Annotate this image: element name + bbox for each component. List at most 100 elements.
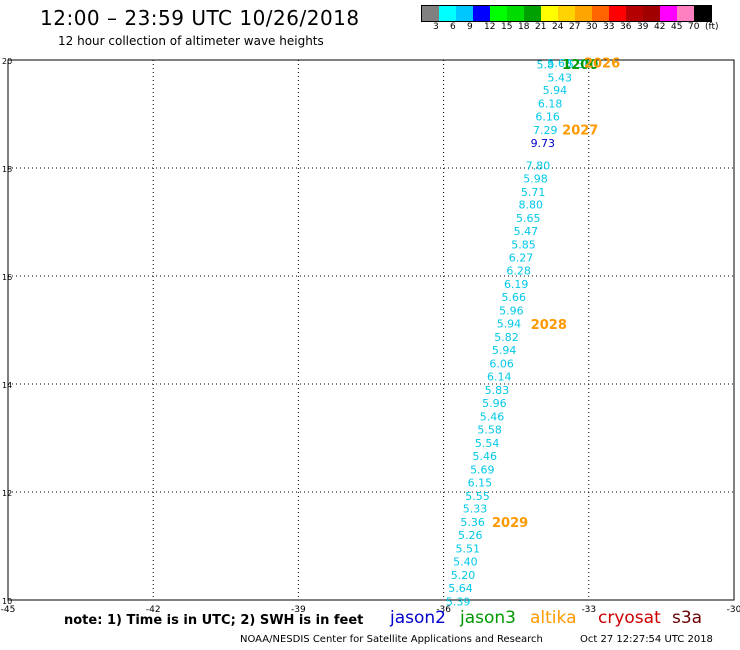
wave-height-point: 5.26	[458, 529, 483, 542]
y-tick-label: 14	[2, 381, 12, 390]
x-tick-label: -39	[291, 605, 306, 615]
color-scale-label: 12	[484, 22, 496, 32]
y-tick-label: 12	[2, 489, 12, 498]
wave-height-point: 5.58	[477, 423, 502, 436]
y-tick-label: 18	[2, 165, 12, 174]
wave-height-point: 5.60	[548, 57, 573, 70]
color-scale-label: 6	[450, 22, 456, 32]
color-scale-label: 15	[501, 22, 513, 32]
color-scale-swatch	[507, 6, 524, 21]
wave-height-point: 5.36	[460, 516, 485, 529]
wave-height-point: 5.64	[448, 582, 473, 595]
color-scale-swatch	[524, 6, 541, 21]
wave-height-point: 6.19	[504, 278, 529, 291]
color-scale-swatch	[626, 6, 643, 21]
wave-height-point: 5.69	[470, 463, 495, 476]
wave-height-point: 5.39	[446, 596, 471, 609]
chart-marks: 5.85.605.305.435.946.186.167.299.737.805…	[446, 57, 620, 609]
color-scale-swatch	[609, 6, 626, 21]
color-scale-label: 27	[569, 22, 581, 32]
wave-height-point: 5.83	[485, 384, 510, 397]
x-tick-label: -45	[1, 605, 16, 615]
color-scale-label: 21	[535, 22, 547, 32]
color-scale-swatch	[592, 6, 609, 21]
wave-height-point: 5.30	[567, 58, 592, 71]
y-tick-label: 16	[2, 273, 12, 282]
wave-height-point: 5.66	[502, 291, 527, 304]
wave-height-point: 5.55	[465, 490, 490, 503]
pass-time-label: 1200	[562, 58, 598, 73]
wave-height-point: 5.94	[492, 344, 517, 357]
color-scale-label: 45	[671, 22, 683, 32]
credit-text: NOAA/NESDIS Center for Satellite Applica…	[240, 634, 543, 645]
x-tick-label: -36	[436, 605, 451, 615]
wave-height-point: 5.65	[516, 212, 541, 225]
legend-cryosat: cryosat	[598, 608, 661, 628]
wave-height-point: 5.46	[472, 450, 497, 463]
color-scale-swatch	[439, 6, 456, 21]
color-scale-swatch	[660, 6, 677, 21]
wave-height-point: 6.16	[535, 111, 560, 124]
chart-grid	[8, 60, 734, 600]
wave-height-point: 5.98	[523, 172, 548, 185]
wave-height-point: 9.73	[531, 137, 556, 150]
wave-height-point: 6.14	[487, 370, 512, 383]
wave-height-point: 6.15	[468, 476, 493, 489]
wave-height-point: 5.94	[497, 318, 522, 331]
wave-height-point: 7.80	[526, 159, 551, 172]
color-scale-swatch	[677, 6, 694, 21]
pass-time-label: 2027	[562, 124, 598, 139]
legend-jason2: jason2	[390, 608, 446, 628]
wave-height-point: 5.43	[548, 71, 573, 84]
wave-height-point: 5.40	[453, 556, 478, 569]
x-tick-label: -33	[581, 605, 596, 615]
y-tick-label: 20	[2, 57, 12, 66]
x-tick-label: -42	[146, 605, 161, 615]
color-scale-swatch	[575, 6, 592, 21]
color-scale-swatch	[558, 6, 575, 21]
color-scale-swatch	[541, 6, 558, 21]
wave-height-point: 6.18	[538, 98, 563, 111]
page-title: 12:00 – 23:59 UTC 10/26/2018	[40, 6, 360, 30]
color-scale-label: 36	[620, 22, 632, 32]
wave-height-point: 5.94	[543, 84, 568, 97]
color-scale-swatch	[643, 6, 660, 21]
generation-timestamp: Oct 27 12:27:54 UTC 2018	[580, 634, 713, 645]
wave-height-point: 5.54	[475, 437, 500, 450]
wave-height-point: 5.82	[494, 331, 519, 344]
wave-height-point: 5.96	[482, 397, 507, 410]
y-tick-label: 10	[2, 597, 12, 606]
legend-s3a: s3a	[672, 608, 703, 628]
plot-frame	[7, 59, 735, 601]
color-scale-label: 42	[654, 22, 666, 32]
legend-altika: altika	[530, 608, 577, 628]
color-scale-label: 9	[467, 22, 473, 32]
wave-height-point: 6.28	[506, 265, 531, 278]
color-scale-label: 3	[433, 22, 439, 32]
color-scale-swatch	[473, 6, 490, 21]
color-scale-swatch	[490, 6, 507, 21]
wave-height-point: 7.29	[533, 124, 558, 137]
legend-jason3: jason3	[460, 608, 516, 628]
color-scale-bar	[421, 5, 712, 22]
footer-note: note: 1) Time is in UTC; 2) SWH is in fe…	[64, 613, 364, 628]
page-subtitle: 12 hour collection of altimeter wave hei…	[58, 34, 324, 48]
wave-height-point: 6.27	[509, 252, 534, 265]
pass-time-label: 2029	[492, 516, 528, 531]
color-scale-label: 30	[586, 22, 598, 32]
wave-height-point: 5.20	[451, 569, 476, 582]
color-scale-swatch	[422, 6, 439, 21]
color-scale-labels: 3 6 9 12 15 18 21 24 27 30 33 36 39 42 45 70 (ft)	[421, 22, 740, 34]
chart-axes: -45 -42 -39 -36 -33 -30 10 12 14 16 18 20	[1, 57, 740, 615]
wave-height-point: 5.85	[511, 239, 536, 252]
wave-height-point: 8.80	[518, 199, 543, 212]
color-scale-swatch	[456, 6, 473, 21]
color-scale-swatch	[694, 6, 711, 21]
wave-height-point: 5.71	[521, 186, 546, 199]
pass-time-label: 2026	[584, 57, 620, 72]
color-scale-label: (ft)	[705, 22, 719, 32]
wave-height-point: 5.47	[514, 225, 539, 238]
wave-height-point: 5.33	[463, 503, 488, 516]
color-scale-label: 70	[688, 22, 700, 32]
